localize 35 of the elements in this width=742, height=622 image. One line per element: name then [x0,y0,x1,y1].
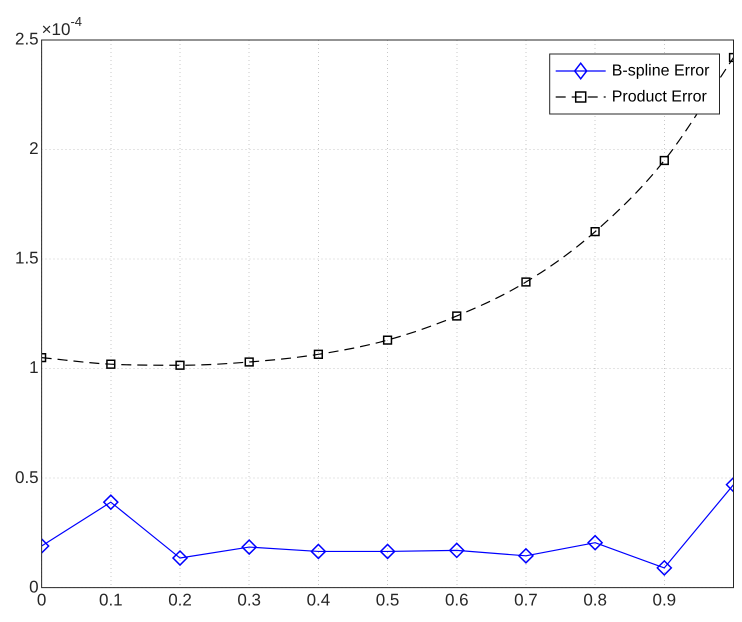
point [382,335,392,345]
point [314,350,324,359]
point [103,494,119,510]
point [449,542,465,558]
legend-label: B-spline Error [612,62,710,80]
x-tick-label: 0.6 [444,590,469,610]
x-tick-label: 0.8 [583,590,607,610]
y-tick-label: 0 [29,577,39,596]
point [310,544,326,560]
point [521,277,531,287]
x-tick-label: 0.7 [514,590,538,610]
y-tick-label: 1.5 [14,248,39,268]
x-tick-label: 0.5 [376,590,400,610]
y-tick-label: 1 [29,358,39,378]
point [660,156,669,166]
x-tick-label: 0.1 [99,590,123,610]
point [656,560,672,576]
point [175,360,185,370]
point [106,360,116,369]
point [452,311,462,321]
point [241,539,257,555]
legend-label: Product Error [612,88,708,106]
y-tick-label: 0.5 [14,468,39,487]
point [518,548,534,564]
y-tick-label: 2.5 [14,30,39,49]
x-tick-label: 0.9 [652,590,676,610]
x-tick-label: 0.2 [168,590,192,610]
point [172,550,188,566]
point [380,544,396,560]
y-tick-label: 2 [29,139,39,158]
point [590,227,600,236]
point [587,534,603,550]
point [244,357,254,367]
x-tick-label: 0.4 [306,590,330,610]
x-tick-label: 0.3 [237,590,262,610]
